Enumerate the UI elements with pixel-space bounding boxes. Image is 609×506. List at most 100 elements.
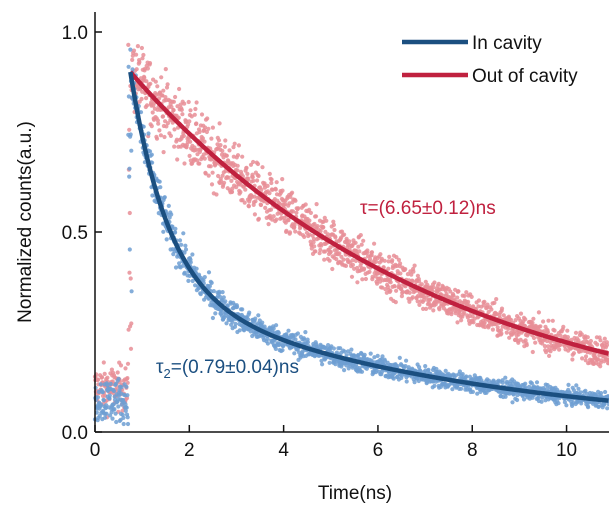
out-of-cavity-data-point (220, 148, 225, 153)
out-of-cavity-scatter (92, 42, 609, 420)
out-of-cavity-data-point (342, 232, 347, 237)
out-of-cavity-data-point (552, 328, 557, 333)
in-cavity-data-point (116, 404, 121, 409)
out-of-cavity-data-point (127, 127, 132, 132)
out-of-cavity-data-point (561, 324, 566, 329)
in-cavity-data-point (305, 340, 310, 345)
in-cavity-data-point (149, 152, 154, 157)
out-of-cavity-data-point (499, 331, 504, 336)
in-cavity-data-point (158, 185, 163, 190)
x-tick-label: 0 (90, 440, 101, 461)
out-of-cavity-data-point (273, 187, 278, 192)
out-of-cavity-data-point (394, 255, 399, 260)
out-of-cavity-data-point (378, 252, 383, 257)
x-tick-label: 4 (278, 440, 289, 461)
out-of-cavity-data-point (550, 318, 555, 323)
in-cavity-data-point (265, 341, 270, 346)
out-of-cavity-data-point (144, 103, 150, 108)
out-of-cavity-data-point (134, 67, 139, 72)
out-of-cavity-data-point (128, 276, 133, 281)
in-cavity-data-point (404, 358, 409, 363)
out-of-cavity-data-point (267, 191, 272, 196)
in-cavity-data-point (292, 351, 297, 356)
out-of-cavity-data-point (598, 338, 603, 343)
out-of-cavity-data-point (490, 327, 495, 332)
in-cavity-data-point (342, 349, 347, 354)
out-of-cavity-data-point (606, 361, 609, 366)
out-of-cavity-data-point (595, 342, 600, 347)
out-of-cavity-data-point (250, 175, 255, 180)
out-of-cavity-data-point (407, 290, 412, 295)
in-cavity-data-point (98, 402, 104, 407)
out-of-cavity-data-point (449, 312, 454, 317)
in-cavity-data-point (147, 149, 153, 154)
out-of-cavity-data-point (218, 143, 223, 148)
in-cavity-data-point (385, 360, 390, 365)
out-of-cavity-data-point (101, 360, 106, 365)
in-cavity-data-point (129, 148, 134, 153)
out-of-cavity-data-point (530, 349, 535, 355)
in-cavity-data-point (606, 402, 609, 407)
out-of-cavity-data-point (317, 251, 322, 256)
in-cavity-data-point (173, 230, 178, 235)
in-cavity-data-point (536, 394, 541, 399)
out-of-cavity-data-point (222, 180, 227, 185)
in-cavity-data-point (246, 317, 251, 322)
out-of-cavity-data-point (177, 86, 182, 92)
out-of-cavity-data-point (242, 200, 247, 205)
out-of-cavity-data-point (269, 180, 274, 186)
in-cavity-data-point (391, 376, 396, 381)
out-of-cavity-data-point (415, 299, 420, 304)
out-of-cavity-data-point (171, 99, 176, 104)
out-of-cavity-data-point (144, 79, 149, 84)
out-of-cavity-data-point (227, 148, 232, 153)
out-of-cavity-data-point (259, 187, 264, 192)
out-of-cavity-data-point (518, 311, 524, 316)
in-cavity-data-point (113, 411, 118, 416)
in-cavity-data-point (108, 381, 113, 386)
out-of-cavity-data-point (95, 377, 101, 382)
in-cavity-data-point (443, 368, 448, 373)
in-cavity-data-point (523, 381, 528, 386)
out-of-cavity-data-point (193, 106, 198, 112)
out-of-cavity-data-point (240, 154, 245, 159)
out-of-cavity-data-point (142, 75, 147, 80)
in-cavity-data-point (230, 319, 235, 324)
in-cavity-data-point (123, 408, 128, 413)
out-of-cavity-data-point (557, 343, 563, 348)
out-of-cavity-data-point (271, 214, 276, 219)
in-cavity-data-point (281, 344, 286, 349)
out-of-cavity-data-point (499, 328, 504, 333)
out-of-cavity-data-point (307, 218, 312, 223)
out-of-cavity-data-point (536, 310, 542, 315)
in-cavity-data-point (150, 160, 155, 165)
in-cavity-data-point (404, 379, 409, 384)
out-of-cavity-data-point (356, 244, 361, 249)
in-cavity-data-point (470, 389, 475, 394)
out-of-cavity-data-point (390, 258, 395, 263)
out-of-cavity-data-point (163, 67, 168, 72)
in-cavity-data-point (206, 270, 212, 275)
out-of-cavity-data-point (205, 116, 210, 121)
in-cavity-data-point (605, 406, 609, 411)
out-of-cavity-data-point (187, 153, 192, 158)
out-of-cavity-data-point (459, 318, 464, 323)
out-of-cavity-data-point (171, 108, 176, 113)
out-of-cavity-data-point (109, 367, 114, 372)
out-of-cavity-data-point (557, 347, 562, 352)
out-of-cavity-data-point (208, 164, 213, 169)
out-of-cavity-data-point (197, 129, 202, 135)
out-of-cavity-data-point (127, 210, 132, 216)
in-cavity-data-point (280, 348, 285, 353)
out-of-cavity-data-point (531, 335, 537, 341)
out-of-cavity-data-point (516, 340, 521, 345)
out-of-cavity-data-point (127, 270, 132, 275)
in-cavity-data-point (327, 360, 332, 365)
in-cavity-data-point (217, 289, 222, 294)
in-cavity-data-point (253, 316, 258, 321)
out-of-cavity-data-point (308, 210, 313, 215)
out-of-cavity-data-point (504, 330, 509, 335)
out-of-cavity-data-point (387, 254, 392, 259)
in-cavity-data-point (464, 374, 469, 379)
out-of-cavity-data-point (424, 306, 429, 311)
